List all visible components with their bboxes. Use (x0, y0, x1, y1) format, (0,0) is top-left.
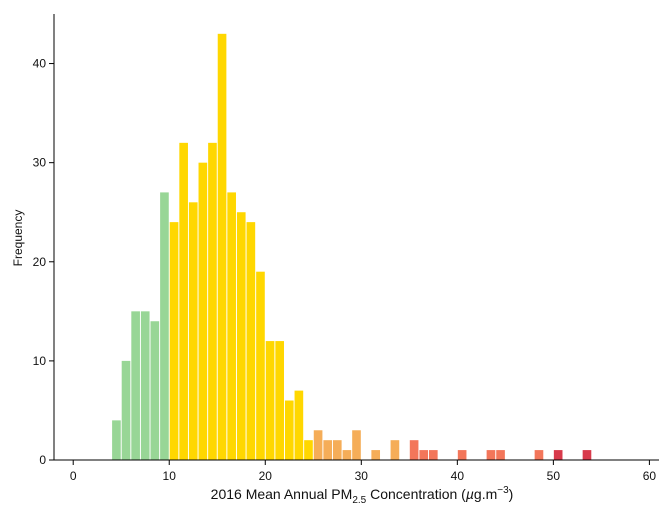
histogram-bar (284, 400, 294, 460)
x-tick-label: 60 (643, 469, 657, 483)
x-axis-label-suffix: ) (509, 486, 514, 502)
histogram-bar (304, 440, 313, 460)
histogram-bar (419, 450, 429, 460)
histogram-bar (188, 202, 198, 460)
histogram-bar (256, 271, 265, 460)
histogram-bar (313, 430, 323, 460)
histogram-bar (342, 450, 352, 460)
histogram-bar (323, 440, 333, 460)
histogram-bar (409, 440, 419, 460)
y-tick-label: 30 (33, 156, 47, 170)
histogram-bar (496, 450, 505, 460)
histogram-bar (553, 450, 563, 460)
histogram-bar (246, 222, 256, 460)
x-axis-label-middle: Concentration ( (366, 486, 466, 502)
histogram-bar (265, 341, 275, 460)
histogram-bar (429, 450, 438, 460)
x-tick-label: 40 (451, 469, 465, 483)
histogram-bar (198, 162, 208, 461)
x-tick-label: 50 (547, 469, 561, 483)
histogram-bar (121, 360, 131, 460)
y-ticks: 0 10 20 30 40 (33, 57, 54, 467)
histogram-bar (486, 450, 496, 460)
histogram-bar (582, 450, 592, 460)
histogram-bar (112, 420, 121, 460)
y-tick-label: 10 (33, 354, 47, 368)
x-axis-label-prefix: 2016 Mean Annual PM (211, 486, 353, 502)
x-tick-label: 30 (355, 469, 369, 483)
histogram-bar (294, 390, 304, 460)
y-tick-label: 40 (33, 57, 47, 71)
histogram-bar (332, 440, 342, 460)
bars-group (112, 33, 592, 461)
x-axis-label-superscript: −3 (497, 485, 509, 496)
y-axis-label: Frequency (11, 210, 25, 267)
histogram-bar (390, 440, 400, 460)
histogram-bar (179, 142, 188, 460)
histogram-bar (150, 321, 160, 460)
histogram-bar (140, 311, 150, 460)
histogram-bar (275, 341, 284, 460)
histogram-bar (534, 450, 544, 460)
histogram-bar (131, 311, 140, 460)
histogram-bar (371, 450, 381, 460)
x-tick-label: 0 (70, 469, 77, 483)
x-axis-label: 2016 Mean Annual PM2.5 Concentration (µg… (211, 485, 514, 506)
y-tick-label: 20 (33, 255, 47, 269)
histogram-bar (352, 430, 361, 460)
histogram-bar (217, 33, 227, 460)
x-ticks: 0 10 20 30 40 50 60 (70, 460, 657, 483)
x-tick-label: 10 (163, 469, 177, 483)
histogram-bar (457, 450, 467, 460)
histogram-bar (160, 192, 169, 460)
histogram-bar (208, 142, 217, 460)
x-axis-label-unit: g.m (474, 486, 497, 502)
x-axis-label-mu: µ (466, 486, 474, 502)
y-tick-label: 0 (39, 453, 46, 467)
histogram-bar (169, 222, 179, 460)
histogram-bar (236, 212, 246, 460)
x-axis-label-subscript: 2.5 (352, 495, 366, 506)
x-tick-label: 20 (259, 469, 273, 483)
histogram-bar (227, 192, 236, 460)
